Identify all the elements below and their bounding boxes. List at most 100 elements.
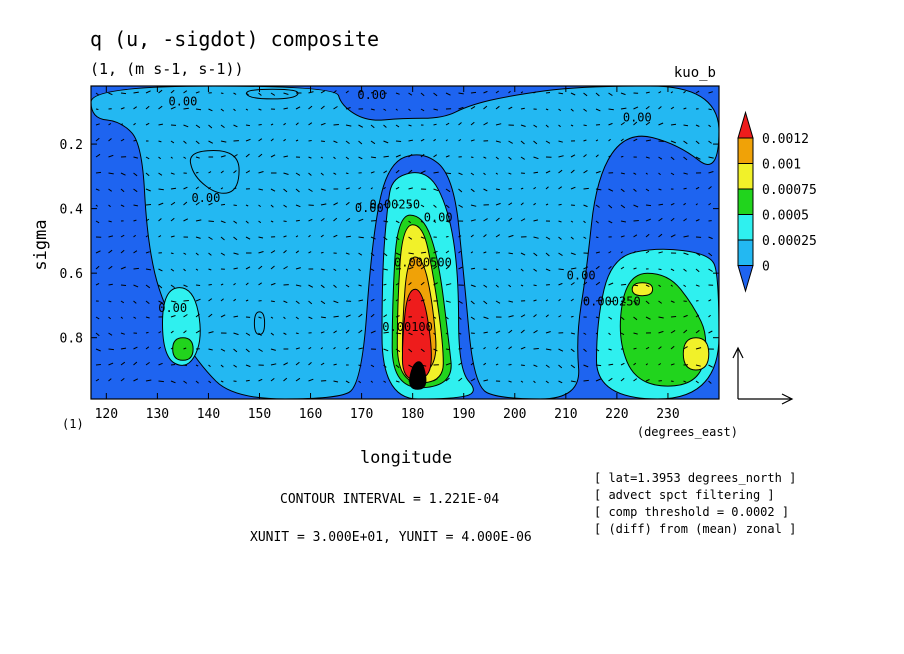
vector-arrow	[483, 122, 488, 126]
vector-arrow	[583, 298, 588, 302]
vector-arrow	[683, 124, 689, 127]
vector-arrow	[195, 91, 200, 94]
vector-arrow	[133, 361, 138, 366]
vector-arrow	[395, 124, 400, 128]
vector-arrow	[258, 316, 262, 319]
vector-arrow	[245, 282, 249, 286]
vector-arrow	[408, 92, 413, 96]
vector-arrow	[158, 123, 164, 126]
y-tick-label: 0.4	[60, 203, 84, 218]
vector-arrow	[283, 92, 289, 95]
vector-arrow	[558, 282, 563, 286]
vector-arrow	[345, 284, 350, 288]
vector-arrow	[383, 155, 389, 158]
vector-arrow	[283, 316, 286, 320]
vector-arrow	[208, 108, 213, 112]
vector-arrow	[645, 233, 650, 238]
vector-arrow	[658, 140, 664, 142]
vector-arrow	[258, 378, 263, 382]
vector-arrow	[633, 378, 638, 382]
vector-arrow	[220, 348, 226, 352]
vector-arrow	[220, 140, 227, 143]
vector-arrow	[370, 380, 374, 383]
vector-arrow	[508, 202, 513, 206]
vector-arrow	[108, 92, 113, 96]
vector-arrow	[120, 188, 125, 193]
vector-arrow	[133, 316, 137, 319]
vector-arrow	[333, 363, 337, 366]
vector-arrow	[145, 188, 151, 192]
vector-arrow	[320, 362, 325, 366]
chart-subtitle: (1, (m s-1, s-1))	[90, 60, 244, 78]
vector-arrow	[145, 172, 150, 177]
vector-arrow	[533, 314, 537, 318]
vector-arrow	[370, 156, 377, 159]
vector-arrow	[633, 138, 638, 142]
vector-arrow	[620, 332, 625, 336]
vector-arrow	[370, 364, 375, 368]
vector-arrow	[683, 346, 688, 350]
vector-arrow	[120, 332, 125, 335]
vector-arrow	[483, 251, 487, 254]
vector-arrow	[358, 268, 361, 272]
vector-arrow	[295, 361, 300, 366]
vector-arrow	[333, 124, 339, 126]
vector-arrow	[683, 380, 687, 383]
vector-arrow	[295, 204, 301, 208]
vector-arrow	[683, 187, 687, 190]
x-axis-units: (degrees_east)	[637, 425, 738, 439]
vector-arrow	[495, 300, 501, 304]
vector-arrow	[658, 122, 664, 126]
vector-arrow	[170, 252, 174, 255]
vector-arrow	[258, 124, 262, 126]
vector-arrow	[583, 169, 588, 174]
vector-arrow	[258, 251, 264, 254]
vector-arrow	[358, 329, 363, 334]
vector-arrow	[595, 220, 599, 224]
vector-arrow	[483, 218, 488, 222]
vector-arrow	[658, 363, 662, 366]
vector-arrow	[595, 236, 599, 239]
vector-arrow	[608, 282, 614, 286]
vector-arrow	[533, 186, 537, 190]
vector-arrow	[170, 268, 175, 272]
vector-arrow	[233, 332, 239, 336]
vector-arrow	[470, 188, 475, 193]
vector-arrow	[533, 252, 538, 257]
vector-arrow	[420, 204, 425, 208]
contour-label-5: 0.00	[355, 201, 384, 215]
vector-arrow	[208, 252, 212, 256]
vector-arrow	[170, 300, 177, 303]
colorbar-label-1: 0.00025	[762, 234, 817, 249]
vector-arrow	[108, 332, 113, 336]
vector-arrow	[558, 348, 564, 352]
vector-arrow	[670, 156, 675, 161]
vector-arrow	[133, 139, 137, 142]
vector-arrow	[695, 380, 699, 384]
vector-arrow	[145, 105, 150, 110]
vector-arrow	[295, 267, 301, 270]
vector-arrow	[358, 124, 364, 128]
vector-arrow	[508, 234, 514, 238]
vector-arrow	[645, 218, 651, 222]
vector-arrow	[383, 331, 389, 334]
vector-arrow	[408, 252, 414, 255]
vector-arrow	[533, 236, 539, 239]
vector-arrow	[345, 329, 350, 334]
vector-arrow	[395, 169, 400, 174]
vector-arrow	[258, 108, 262, 111]
vector-arrow	[120, 249, 125, 254]
vector-arrow	[633, 332, 638, 335]
vector-arrow	[320, 203, 327, 206]
vector-arrow	[183, 380, 188, 384]
vector-arrow	[570, 92, 576, 96]
vector-arrow	[383, 252, 388, 257]
vector-arrow	[658, 106, 662, 110]
vector-arrow	[545, 364, 550, 368]
vector-arrow	[458, 172, 463, 176]
vector-arrow	[283, 362, 289, 366]
vector-arrow	[620, 283, 627, 286]
vector-arrow	[533, 268, 537, 272]
vector-arrow	[283, 266, 288, 270]
vector-arrow	[158, 300, 164, 304]
